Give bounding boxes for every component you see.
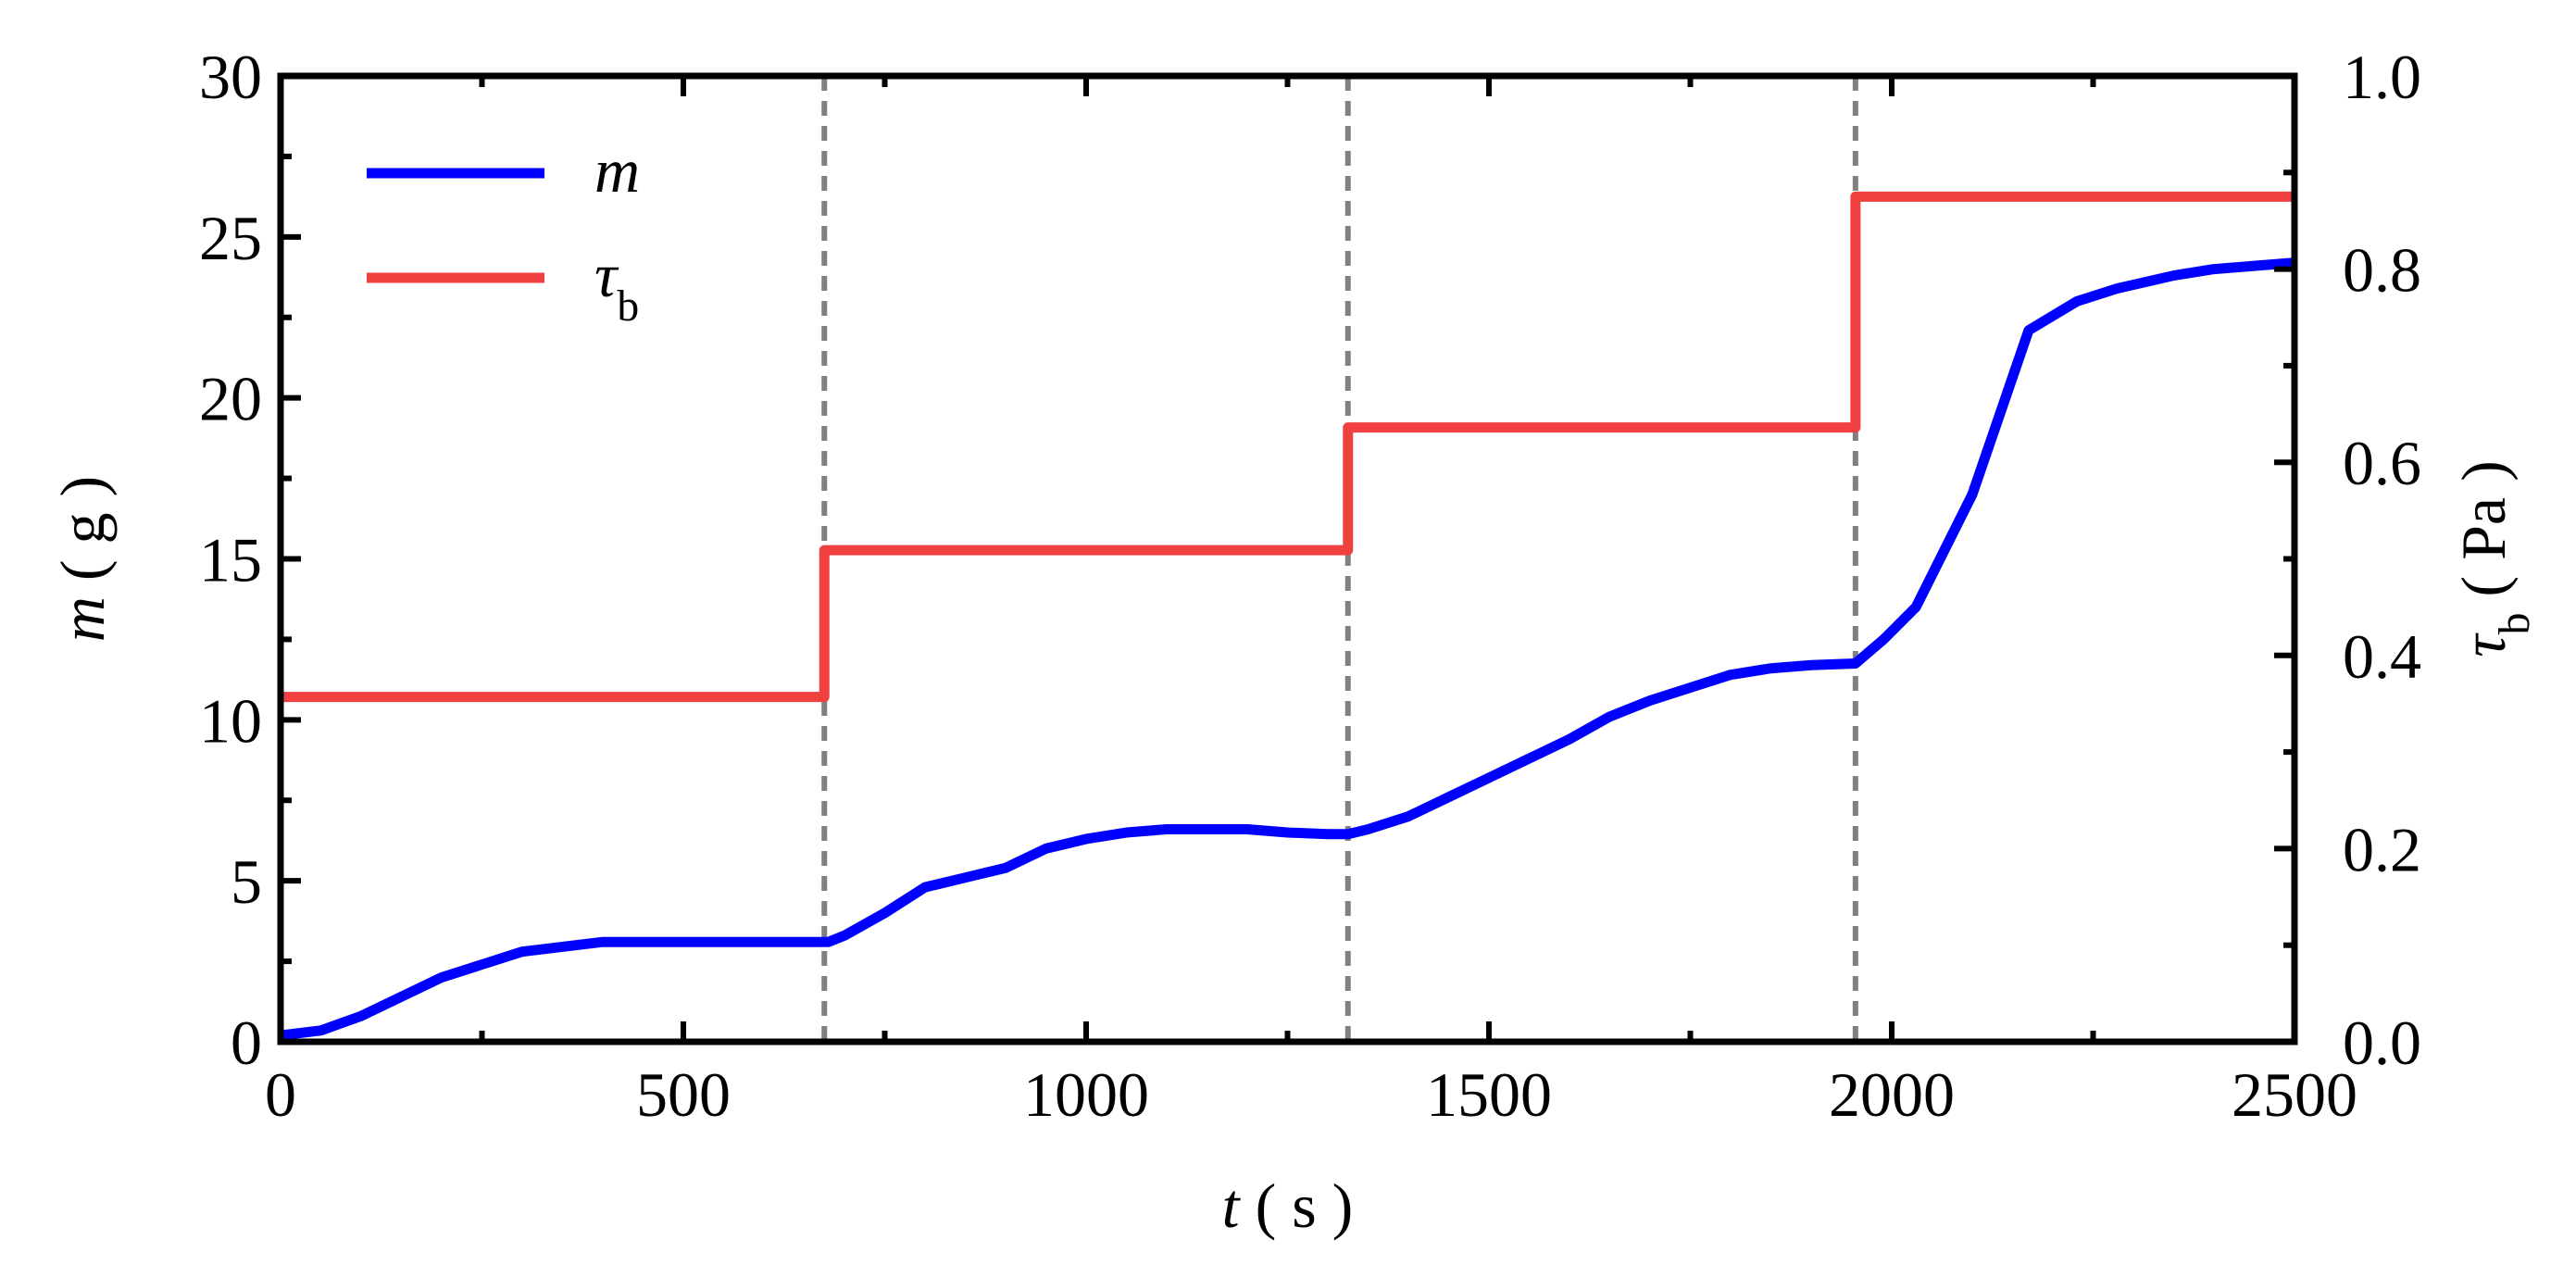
y2-tick-label: 0.0: [2343, 1008, 2421, 1078]
y-tick-label: 10: [199, 685, 262, 756]
y2-tick-label: 1.0: [2343, 42, 2421, 112]
data-line: [280, 257, 2295, 1041]
y-tick-label: 25: [199, 203, 262, 273]
y-tick-label: 15: [199, 525, 262, 595]
y-axis-label: m ( g ): [47, 476, 118, 642]
x-tick-label: 0: [265, 1059, 296, 1130]
x-tick-label: 500: [636, 1059, 731, 1130]
x-tick-label: 1500: [1426, 1059, 1552, 1130]
y-tick-label: 20: [199, 364, 262, 434]
x-tick-label: 1000: [1023, 1059, 1149, 1130]
legend-label: m: [594, 135, 640, 206]
y-tick-label: 30: [199, 42, 262, 112]
y2-tick-label: 0.2: [2343, 814, 2421, 884]
y-tick-label: 5: [231, 846, 262, 917]
x-axis-label: t ( s ): [1222, 1171, 1354, 1241]
y2-tick-label: 0.4: [2343, 621, 2421, 692]
y2-tick-label: 0.8: [2343, 235, 2421, 306]
data-line: [281, 191, 2295, 703]
legend-label: τb: [594, 240, 639, 331]
y2-axis-label: τb ( Pa ): [2448, 460, 2539, 657]
y-tick-label: 0: [231, 1008, 262, 1078]
y2-tick-label: 0.6: [2343, 428, 2421, 498]
x-tick-label: 2500: [2232, 1059, 2357, 1130]
x-tick-label: 2000: [1829, 1059, 1955, 1130]
